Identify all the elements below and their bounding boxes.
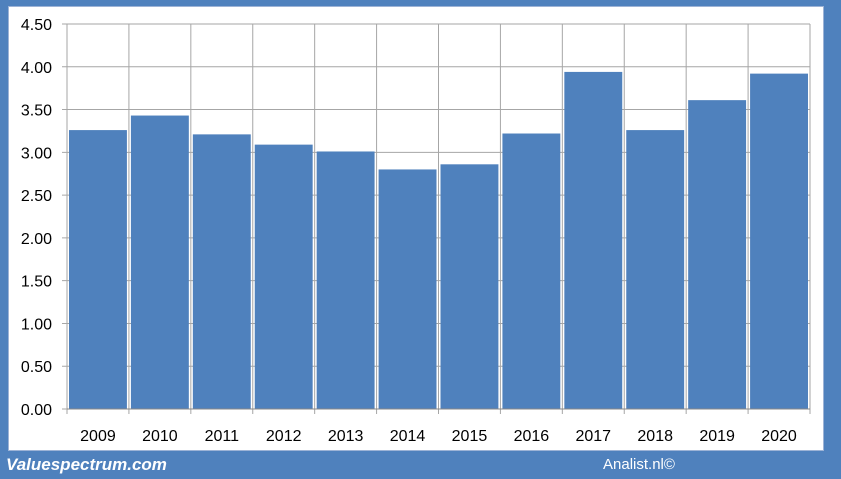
analist-credit: Analist.nl© (603, 456, 675, 473)
bar-2011 (192, 134, 251, 409)
x-tick-label: 2015 (452, 428, 488, 445)
x-tick-label: 2011 (205, 428, 240, 445)
bar-2016 (502, 133, 561, 409)
y-tick-label: 3.50 (21, 103, 52, 120)
bar-2019 (688, 100, 747, 410)
x-tick-label: 2010 (142, 428, 178, 445)
x-tick-label: 2009 (80, 428, 116, 445)
y-tick-label: 0.00 (21, 402, 52, 419)
x-tick-label: 2016 (514, 428, 550, 445)
bar-2010 (130, 115, 189, 410)
y-tick-label: 2.00 (21, 231, 52, 248)
x-tick-label: 2017 (575, 428, 611, 445)
y-tick-label: 1.00 (21, 316, 52, 333)
valuespectrum-watermark: Valuespectrum.com (6, 455, 167, 474)
x-tick-label: 2012 (266, 428, 302, 445)
y-tick-label: 3.00 (21, 145, 52, 162)
bar-2015 (440, 164, 499, 409)
y-tick-label: 1.50 (21, 274, 52, 291)
bar-2018 (626, 130, 685, 410)
x-tick-label: 2014 (390, 428, 426, 445)
x-tick-label: 2020 (761, 428, 797, 445)
x-tick-label: 2013 (328, 428, 364, 445)
bar-2009 (69, 130, 127, 410)
bar-2020 (750, 73, 808, 409)
y-tick-label: 4.00 (21, 60, 52, 77)
bar-2017 (564, 71, 623, 410)
bar-2013 (316, 151, 375, 409)
y-tick-label: 2.50 (21, 188, 52, 205)
y-tick-label: 4.50 (21, 17, 52, 34)
y-tick-label: 0.50 (21, 359, 52, 376)
x-tick-label: 2019 (699, 428, 735, 445)
x-tick-label: 2018 (637, 428, 673, 445)
bar-2014 (378, 169, 437, 409)
bar-2012 (254, 144, 313, 409)
